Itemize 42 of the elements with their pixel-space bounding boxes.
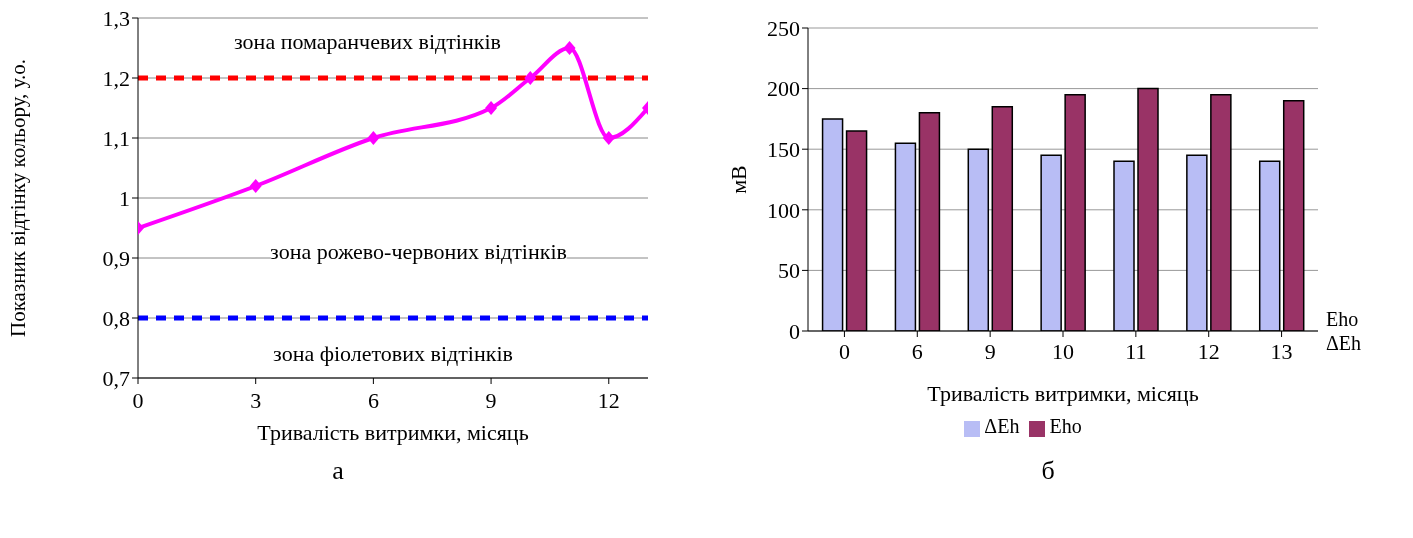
point	[524, 71, 537, 85]
legend-label: Eho	[1049, 415, 1082, 437]
y-tick-label: 1,3	[102, 5, 130, 31]
point	[367, 131, 380, 145]
point	[602, 131, 615, 145]
point	[485, 101, 498, 115]
y-axis-title: мВ	[725, 165, 751, 194]
y-tick-label: 1,1	[102, 125, 130, 151]
x-tick-label: 6	[911, 338, 923, 364]
y-tick-label: 0,9	[102, 245, 130, 271]
x-tick-label: 12	[1197, 338, 1220, 364]
annotation: зона рожево-червоних відтінків	[270, 238, 567, 266]
x-tick-label: 13	[1270, 338, 1293, 364]
y-tick-label: 1	[119, 185, 130, 211]
x-tick-label: 10	[1052, 338, 1074, 364]
y-tick-label: 1,2	[102, 65, 130, 91]
x-axis-title: Тривалість витримки, місяць	[257, 420, 529, 445]
x-tick-label: 12	[597, 387, 620, 413]
legend-label: ΔEh	[984, 415, 1020, 437]
x-tick-label: 9	[485, 387, 497, 413]
x-tick-label: 3	[250, 387, 262, 413]
x-tick-label: 6	[367, 387, 379, 413]
y-tick-label: 150	[767, 137, 800, 163]
x-tick-label: 9	[984, 338, 996, 364]
annotation: зона фіолетових відтінків	[273, 340, 513, 368]
x-tick-label: 0	[838, 338, 850, 364]
text: ΔEh	[1326, 332, 1362, 355]
y-tick-label: 0	[789, 318, 800, 344]
y-tick-label: 0,8	[102, 305, 130, 331]
annotation: зона помаранчевих відтінків	[234, 28, 501, 56]
y-axis-title: Показник відтінку кольору, у.о.	[6, 59, 31, 337]
y-tick-label: 100	[767, 197, 800, 223]
y-tick-label: 200	[767, 76, 800, 102]
text: Eho	[1326, 308, 1359, 331]
text: б	[1040, 456, 1056, 486]
x-tick-label: 11	[1125, 338, 1147, 364]
y-tick-label: 50	[778, 258, 800, 284]
y-tick-label: 250	[767, 15, 800, 41]
x-axis-title: Тривалість витримки, місяць	[927, 381, 1199, 406]
text: а	[331, 456, 345, 486]
point	[563, 41, 576, 55]
y-tick-label: 0,7	[102, 365, 130, 391]
